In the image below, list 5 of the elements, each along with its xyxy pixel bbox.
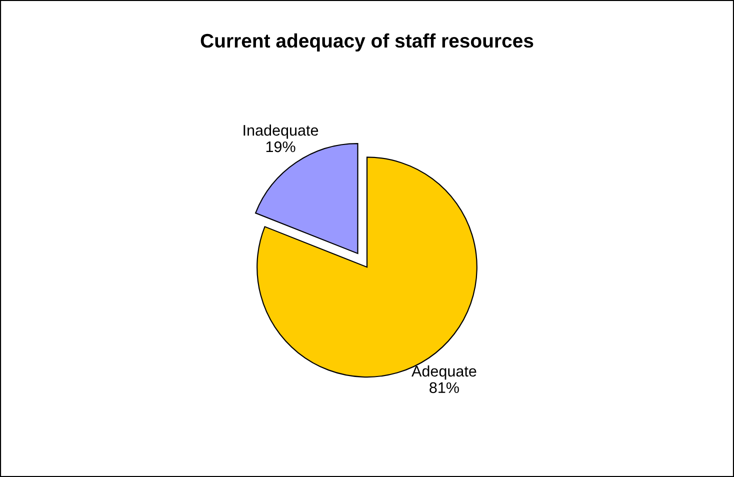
chart-title: Current adequacy of staff resources [200, 33, 534, 52]
data-label: 19% [266, 141, 296, 152]
slice-label: Inadequate [244, 124, 318, 139]
data-label: 81% [430, 382, 459, 394]
slice-label: Adequate [412, 365, 476, 380]
